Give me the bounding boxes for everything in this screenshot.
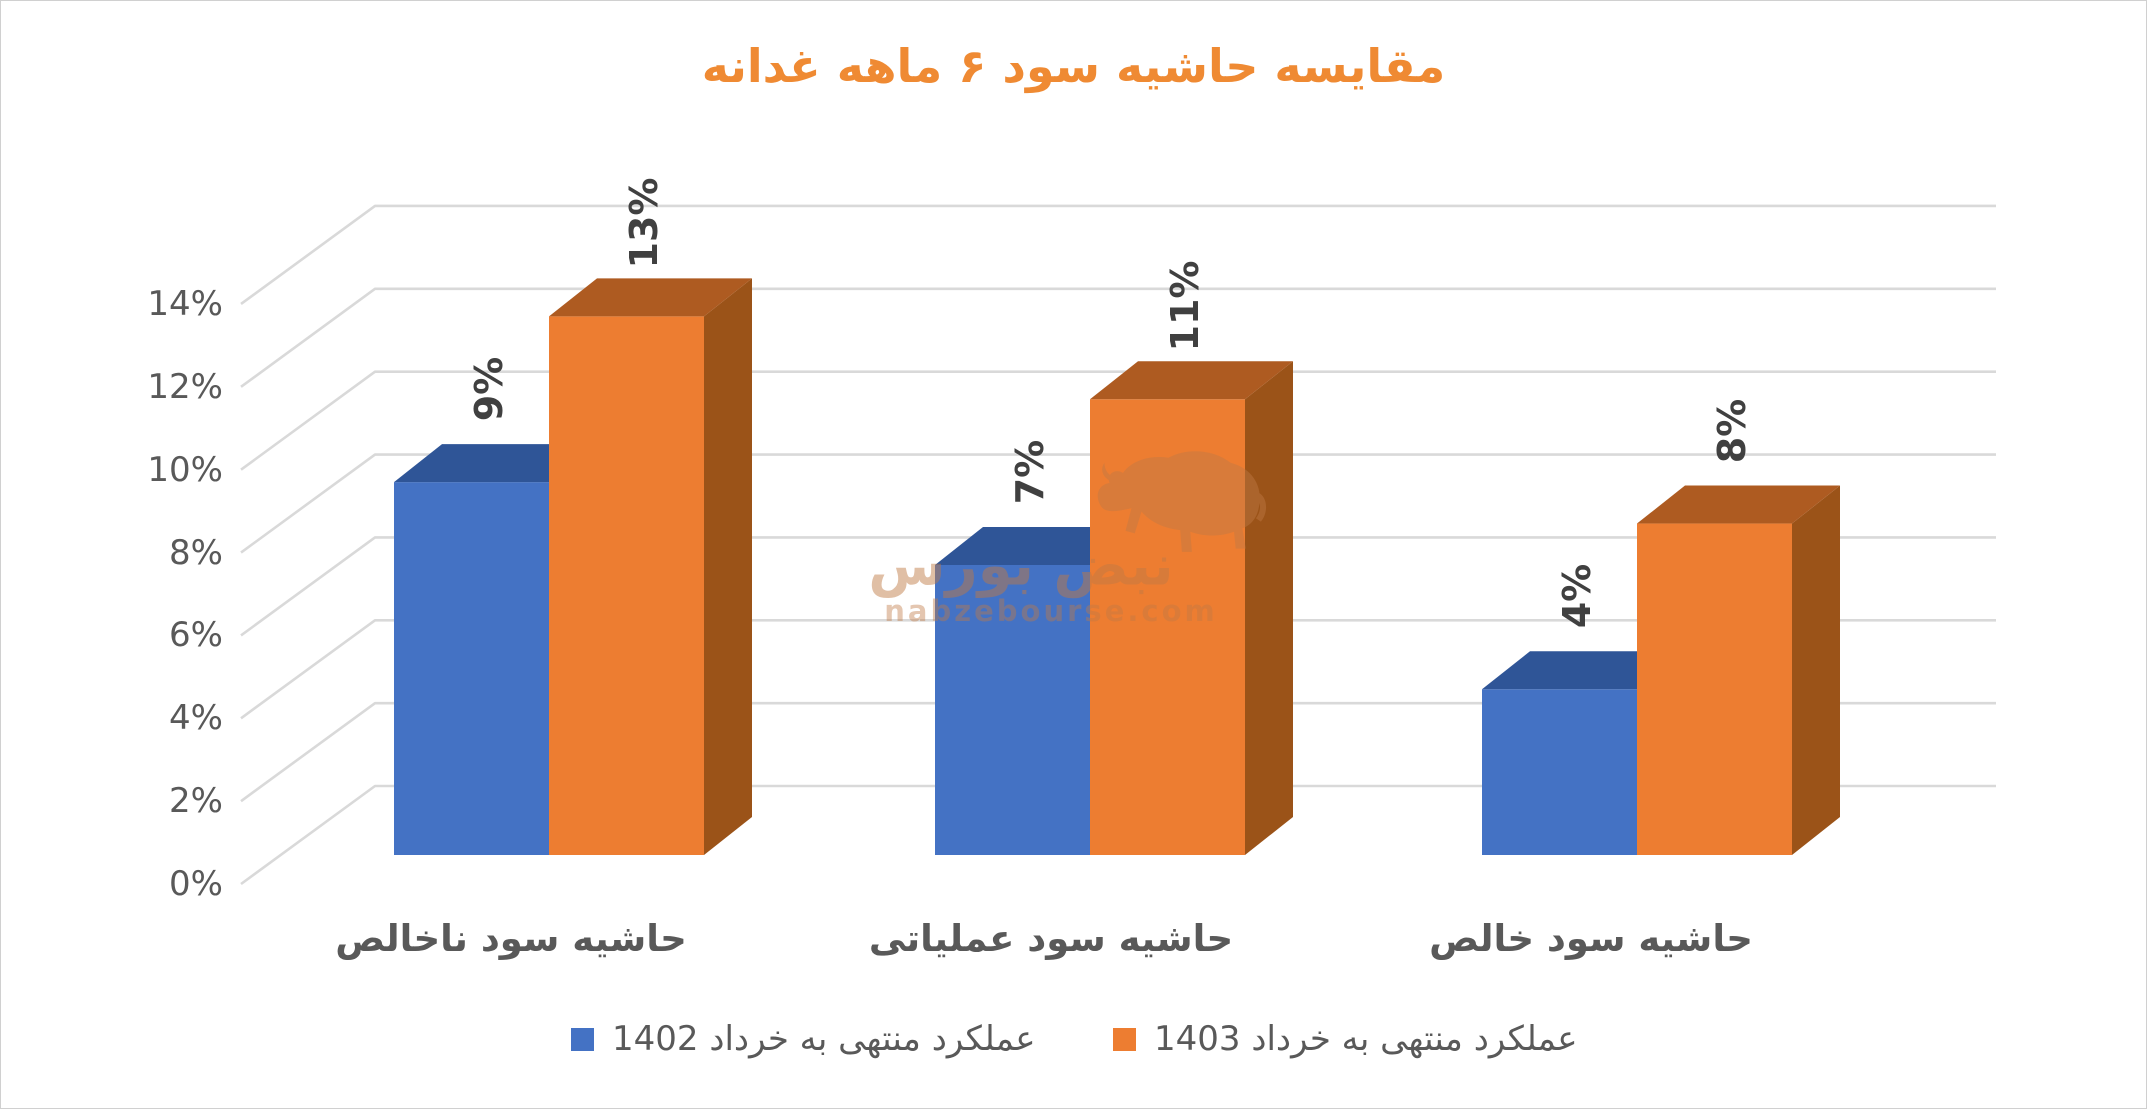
gridline-6 bbox=[240, 536, 1996, 637]
y-tick-8%: 8% bbox=[169, 532, 223, 573]
y-tick-14%: 14% bbox=[147, 283, 223, 324]
bar-front-0-2 bbox=[1482, 689, 1637, 855]
y-tick-10%: 10% bbox=[147, 449, 223, 490]
bar-side-1-0 bbox=[704, 278, 752, 855]
legend-label-1403: عملکرد منتهی به خرداد 1403 bbox=[1154, 1019, 1578, 1059]
gridline-12 bbox=[240, 287, 1996, 388]
bar-front-0-0 bbox=[394, 482, 549, 855]
legend-swatch-1402 bbox=[571, 1027, 594, 1051]
gridline-14 bbox=[240, 204, 1996, 306]
category-label-1: حاشیه سود عملیاتی bbox=[868, 917, 1234, 960]
bar-side-1-1 bbox=[1245, 361, 1293, 855]
gridline-10 bbox=[240, 370, 1996, 471]
y-tick-2%: 2% bbox=[169, 781, 223, 822]
bar-top-0-1 bbox=[935, 526, 1138, 565]
data-label-0-0: 9% bbox=[466, 356, 511, 422]
data-label-1-0: 13% bbox=[621, 177, 666, 269]
gridline-0 bbox=[240, 784, 1996, 886]
legend-item-1403: عملکرد منتهی به خرداد 1403 bbox=[1113, 1015, 1578, 1063]
bar-top-0-2 bbox=[1482, 651, 1685, 690]
y-tick-6%: 6% bbox=[169, 615, 223, 656]
chart-title: مقایسه حاشیه سود ۶ ماهه غدانه bbox=[701, 39, 1446, 93]
data-label-0-2: 4% bbox=[1554, 564, 1599, 629]
legend-item-1402: عملکرد منتهی به خرداد 1402 bbox=[571, 1015, 1036, 1063]
bar-top-1-1 bbox=[1090, 361, 1293, 400]
category-label-0: حاشیه سود ناخالص bbox=[335, 917, 687, 960]
bar-front-1-2 bbox=[1637, 523, 1792, 855]
y-tick-12%: 12% bbox=[147, 366, 223, 407]
bar-top-1-2 bbox=[1637, 485, 1840, 524]
gridline-2 bbox=[240, 701, 1996, 803]
gridline-4 bbox=[240, 618, 1996, 720]
y-tick-0%: 0% bbox=[169, 864, 223, 904]
bar-top-0-0 bbox=[394, 444, 597, 483]
data-label-1-1: 11% bbox=[1162, 260, 1207, 352]
bar-front-0-1 bbox=[935, 564, 1090, 855]
data-label-0-1: 7% bbox=[1007, 439, 1052, 505]
bar-side-1-2 bbox=[1792, 485, 1840, 855]
bar-top-1-0 bbox=[549, 278, 752, 317]
gridline-8 bbox=[240, 453, 1996, 554]
legend-swatch-1403 bbox=[1113, 1027, 1136, 1051]
data-label-1-2: 8% bbox=[1709, 398, 1754, 463]
legend-label-1402: عملکرد منتهی به خرداد 1402 bbox=[612, 1019, 1036, 1059]
category-label-2: حاشیه سود خالص bbox=[1429, 917, 1753, 960]
bar-front-1-1 bbox=[1090, 399, 1245, 855]
y-tick-4%: 4% bbox=[169, 698, 223, 739]
bar-front-1-0 bbox=[549, 316, 704, 855]
